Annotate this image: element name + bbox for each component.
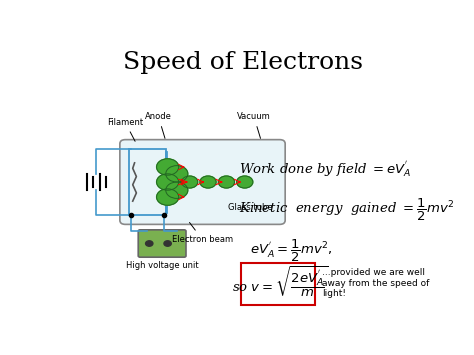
Circle shape [166,165,188,182]
Text: Work done by field $= eV^{'}_A$: Work done by field $= eV^{'}_A$ [239,159,412,179]
Text: Anode: Anode [145,112,172,138]
Circle shape [237,176,253,188]
Text: Speed of Electrons: Speed of Electrons [123,51,363,74]
Text: $eV^{'}_A = \dfrac{1}{2}mv^2,$: $eV^{'}_A = \dfrac{1}{2}mv^2,$ [250,238,333,264]
Circle shape [182,176,198,188]
Text: Filament: Filament [107,118,143,141]
Circle shape [156,174,179,190]
Text: Electron beam: Electron beam [172,223,233,244]
Bar [241,263,315,305]
Bar [129,149,166,215]
Text: ...provided we are well
away from the speed of
light!: ...provided we are well away from the sp… [322,268,429,298]
Text: Glass tube: Glass tube [228,203,272,212]
Circle shape [219,176,235,188]
Circle shape [164,241,171,246]
Text: so $v = \sqrt{\dfrac{2eV^{'}_A}{m}}$: so $v = \sqrt{\dfrac{2eV^{'}_A}{m}}$ [232,264,328,299]
Text: High voltage unit: High voltage unit [126,261,199,270]
Circle shape [200,176,216,188]
Circle shape [166,182,188,198]
FancyBboxPatch shape [138,230,186,257]
Circle shape [156,189,179,205]
Circle shape [146,241,153,246]
Circle shape [156,159,179,175]
Text: Vacuum: Vacuum [237,112,271,138]
Text: Kinetic  energy  gained $= \dfrac{1}{2}mv^2$: Kinetic energy gained $= \dfrac{1}{2}mv^… [239,197,455,223]
FancyBboxPatch shape [120,140,285,224]
